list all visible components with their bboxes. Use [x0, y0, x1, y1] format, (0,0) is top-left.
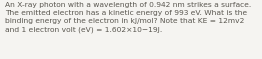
Text: An X-ray photon with a wavelength of 0.942 nm strikes a surface.
The emitted ele: An X-ray photon with a wavelength of 0.9… — [5, 2, 251, 33]
